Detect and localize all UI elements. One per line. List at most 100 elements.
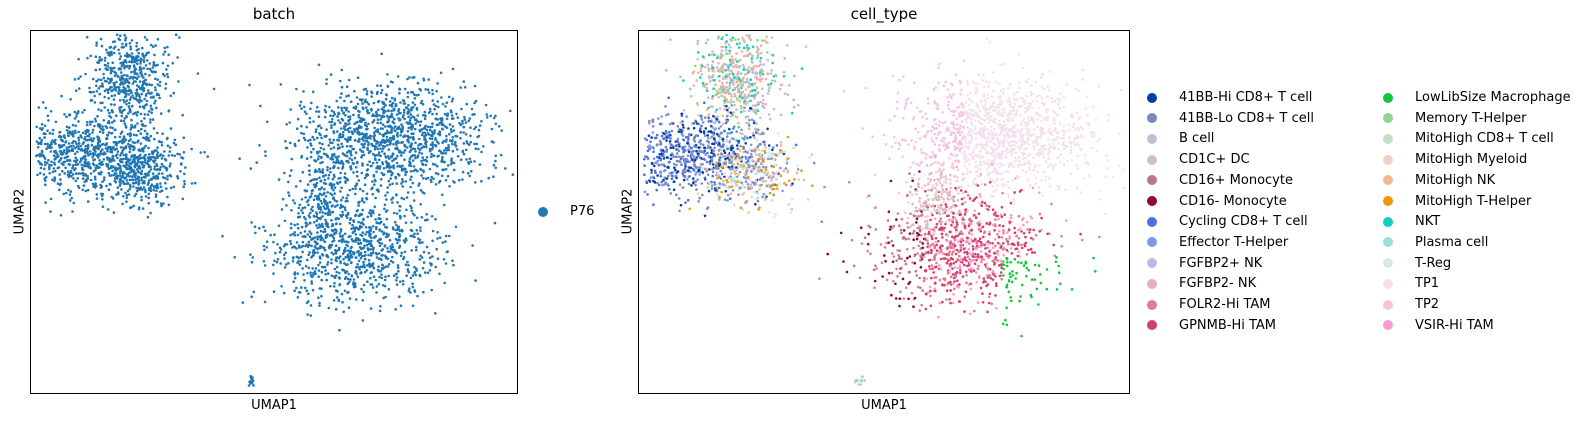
scatter-point [263, 248, 266, 252]
scatter-point [89, 178, 93, 182]
scatter-point [154, 195, 158, 198]
scatter-point [748, 34, 751, 37]
scatter-point [739, 82, 742, 85]
scatter-point [411, 304, 415, 308]
scatter-point [674, 174, 678, 178]
scatter-point [345, 85, 349, 88]
scatter-point [176, 175, 179, 178]
scatter-point [120, 81, 123, 85]
scatter-point [355, 236, 358, 240]
scatter-point [701, 150, 705, 154]
scatter-point [71, 141, 74, 145]
scatter-point [732, 151, 736, 155]
scatter-point [761, 94, 765, 98]
scatter-point [273, 233, 276, 236]
scatter-point [371, 180, 374, 183]
scatter-point [124, 124, 128, 128]
scatter-point [444, 146, 448, 150]
scatter-point [362, 223, 365, 226]
scatter-point [703, 85, 706, 88]
scatter-point [736, 98, 739, 102]
scatter-point [717, 96, 720, 99]
scatter-point [710, 160, 714, 163]
scatter-point [125, 92, 128, 96]
scatter-point [88, 120, 92, 124]
scatter-point [150, 108, 154, 111]
scatter-point [319, 205, 322, 209]
scatter-point [457, 178, 461, 182]
scatter-point [164, 87, 167, 90]
scatter-point [91, 120, 94, 124]
scatter-point [431, 122, 434, 125]
scatter-point [121, 138, 124, 141]
scatter-point [128, 175, 132, 178]
scatter-point [740, 128, 743, 132]
scatter-point [350, 274, 354, 277]
scatter-point [72, 177, 75, 180]
scatter-point [689, 133, 693, 137]
scatter-point [314, 128, 318, 131]
scatter-point [360, 199, 364, 202]
scatter-point [718, 79, 721, 83]
scatter-point [135, 113, 139, 117]
scatter-point [93, 94, 96, 98]
scatter-point [160, 162, 164, 166]
scatter-point [715, 66, 719, 69]
scatter-point [98, 130, 102, 134]
scatter-point [361, 197, 364, 200]
scatter-point [62, 192, 66, 196]
scatter-point [81, 188, 85, 192]
scatter-point [347, 110, 350, 113]
scatter-point [744, 142, 747, 145]
scatter-point [330, 204, 334, 208]
scatter-point [296, 117, 300, 121]
scatter-point [671, 153, 675, 157]
scatter-point [111, 197, 115, 200]
scatter-point [336, 182, 340, 185]
scatter-point [403, 167, 407, 170]
scatter-point [461, 150, 465, 154]
scatter-point [147, 89, 150, 92]
scatter-point [140, 169, 144, 173]
scatter-point [156, 37, 160, 41]
scatter-point [366, 168, 370, 171]
scatter-point [441, 193, 444, 197]
scatter-point [86, 143, 90, 147]
scatter-point [747, 36, 751, 39]
scatter-point [383, 132, 387, 135]
scatter-point [462, 142, 466, 145]
scatter-point [710, 151, 713, 155]
scatter-point [404, 180, 408, 183]
scatter-point [153, 53, 156, 57]
scatter-point [438, 121, 442, 125]
scatter-point [428, 269, 432, 272]
scatter-point [306, 245, 310, 249]
scatter-point [332, 146, 336, 149]
scatter-point [295, 241, 299, 244]
scatter-point [166, 72, 169, 76]
scatter-point [747, 85, 750, 88]
scatter-point [348, 144, 352, 148]
scatter-point [158, 84, 162, 88]
scatter-point [359, 256, 363, 260]
scatter-point [655, 155, 659, 159]
scatter-point [369, 252, 373, 255]
scatter-point [369, 164, 373, 168]
scatter-point [139, 58, 143, 62]
scatter-point [296, 226, 300, 230]
scatter-point [355, 298, 358, 301]
scatter-point [446, 164, 450, 167]
scatter-point [407, 263, 410, 267]
scatter-point [158, 80, 162, 84]
scatter-point [309, 274, 313, 278]
scatter-point [50, 146, 53, 149]
scatter-point [710, 64, 714, 67]
scatter-point [162, 165, 165, 168]
scatter-point [137, 47, 140, 51]
scatter-point [480, 120, 483, 123]
scatter-point [643, 137, 647, 140]
scatter-point [444, 105, 447, 108]
scatter-point [119, 78, 122, 82]
scatter-point [118, 140, 122, 143]
scatter-point [373, 205, 377, 209]
